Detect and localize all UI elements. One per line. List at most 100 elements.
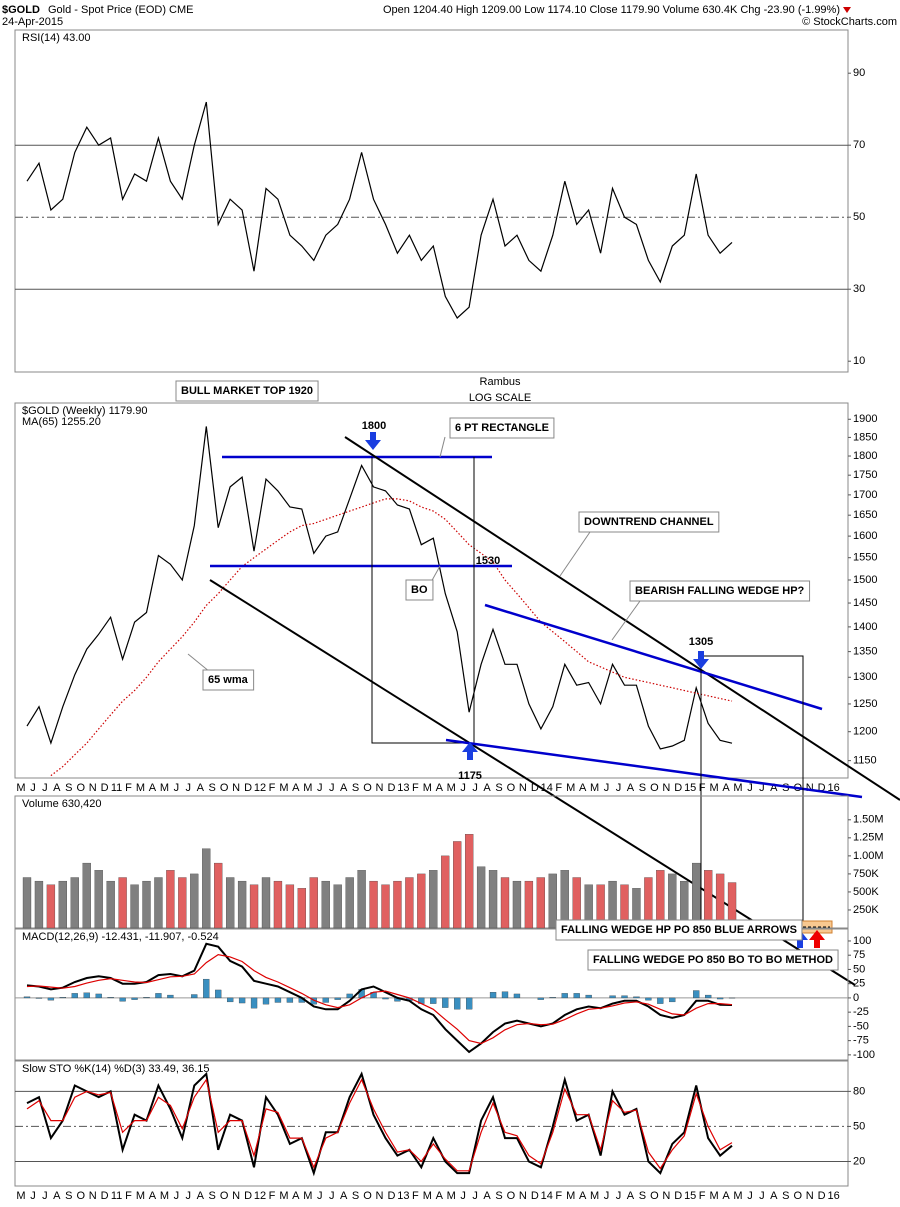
y-tick-label: -75 xyxy=(853,1035,869,1047)
x-tick-label: F xyxy=(412,1190,419,1202)
bar xyxy=(334,997,341,1000)
x-tick-label: A xyxy=(292,1190,300,1202)
x-tick-label: M xyxy=(279,1190,288,1202)
panel-label: RSI(14) 43.00 xyxy=(22,32,90,44)
bar xyxy=(95,993,102,999)
y-tick-label: 1650 xyxy=(853,509,877,521)
bar xyxy=(203,978,210,999)
bar xyxy=(46,884,56,929)
x-tick-label: O xyxy=(363,1190,372,1202)
x-tick-label: A xyxy=(197,1190,205,1202)
bar xyxy=(704,870,713,929)
x-tick-label: 16 xyxy=(827,782,839,794)
channel-upper xyxy=(344,436,900,801)
bar xyxy=(333,884,342,929)
x-tick-label: S xyxy=(782,1190,789,1202)
bar xyxy=(155,993,162,999)
x-tick-label: M xyxy=(590,1190,599,1202)
bar xyxy=(262,997,270,1005)
x-tick-label: 11 xyxy=(111,782,122,794)
annotation-box xyxy=(175,380,319,402)
y-tick-label: 50 xyxy=(853,963,865,975)
y-tick-label: 500K xyxy=(853,886,879,898)
y-tick-label: 70 xyxy=(853,139,865,151)
x-tick-label: A xyxy=(722,1190,730,1202)
x-tick-label: S xyxy=(209,782,216,794)
annotation-box xyxy=(578,511,720,533)
x-tick-label: J xyxy=(186,782,192,794)
bar xyxy=(59,997,66,999)
panel-frame xyxy=(14,402,849,779)
x-tick-label: N xyxy=(89,1190,97,1202)
x-tick-label: F xyxy=(555,1190,562,1202)
bar xyxy=(454,997,461,1010)
arrow xyxy=(809,930,825,948)
x-tick-label: S xyxy=(639,1190,646,1202)
x-tick-label: J xyxy=(604,1190,610,1202)
x-tick-label: J xyxy=(317,1190,323,1202)
annotation: Rambus xyxy=(480,376,521,388)
x-tick-label: N xyxy=(662,782,670,794)
x-tick-label: M xyxy=(710,1190,719,1202)
bar xyxy=(536,877,545,929)
y-tick-label: 1750 xyxy=(853,469,877,481)
y-tick-label: 10 xyxy=(853,355,865,367)
bar xyxy=(465,997,473,1010)
annotation-box xyxy=(449,417,555,439)
bar xyxy=(35,997,43,999)
bar xyxy=(118,877,127,929)
credit: © StockCharts.com xyxy=(802,16,897,28)
series-line xyxy=(26,426,733,750)
x-tick-label: M xyxy=(303,1190,312,1202)
measure-box xyxy=(700,655,804,928)
y-tick-label: 90 xyxy=(853,67,865,79)
y-tick-label: 80 xyxy=(853,1085,865,1097)
bar xyxy=(106,880,115,929)
annotation-box xyxy=(202,669,255,691)
y-tick-label: 750K xyxy=(853,868,879,880)
x-tick-label: J xyxy=(30,782,36,794)
x-tick-label: J xyxy=(317,782,323,794)
y-tick-label: -25 xyxy=(853,1006,869,1018)
x-tick-label: J xyxy=(747,1190,753,1202)
bar xyxy=(274,997,282,1003)
x-tick-label: F xyxy=(269,782,276,794)
x-tick-label: M xyxy=(16,1190,25,1202)
y-tick-label: 1800 xyxy=(853,450,877,462)
bar xyxy=(524,880,534,929)
bar xyxy=(322,997,329,1003)
bar xyxy=(166,870,175,929)
x-tick-label: N xyxy=(519,1190,527,1202)
x-tick-label: J xyxy=(747,782,753,794)
bar xyxy=(560,870,569,929)
bar xyxy=(154,877,163,929)
x-tick-label: N xyxy=(89,782,97,794)
date: 24-Apr-2015 xyxy=(2,16,63,28)
x-tick-label: A xyxy=(53,1190,61,1202)
arrow xyxy=(462,742,478,760)
bar xyxy=(226,997,234,1003)
panel-frame xyxy=(14,928,849,1061)
x-tick-label: M xyxy=(423,1190,432,1202)
bar xyxy=(297,888,307,929)
x-tick-label: M xyxy=(136,1190,145,1202)
x-tick-label: D xyxy=(674,782,682,794)
x-tick-label: M xyxy=(447,1190,456,1202)
y-tick-label: 1350 xyxy=(853,646,877,658)
bar xyxy=(357,870,366,929)
x-tick-label: M xyxy=(423,782,432,794)
bar xyxy=(442,997,449,1008)
y-tick-label: 20 xyxy=(853,1155,865,1167)
bar xyxy=(381,884,390,929)
x-tick-label: A xyxy=(770,1190,778,1202)
panel: 100 75 50 25 0 -25 -50 -75 -100 MACD(12,26,9) -12… xyxy=(14,928,875,1061)
x-tick-label: F xyxy=(555,782,562,794)
series-line xyxy=(26,101,733,319)
x-tick-label: A xyxy=(340,1190,348,1202)
bar xyxy=(585,994,592,999)
panel: 1150 1200 1250 1300 1350 1400 1450 1500 1550 1600… xyxy=(14,402,877,794)
bar xyxy=(23,996,31,999)
x-tick-label: 16 xyxy=(827,1190,839,1202)
bar xyxy=(561,993,568,999)
